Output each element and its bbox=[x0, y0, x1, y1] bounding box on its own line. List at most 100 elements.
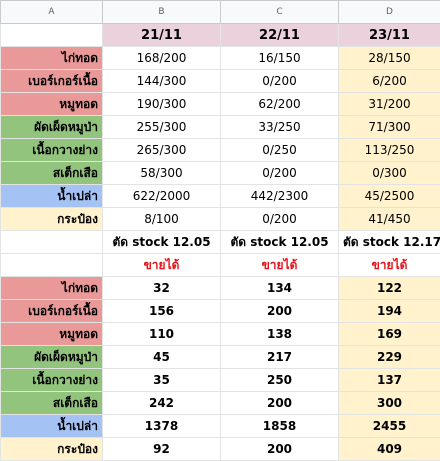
item-label-cell[interactable]: น้ำเปล่า bbox=[1, 415, 103, 438]
value-cell[interactable]: 137 bbox=[339, 369, 440, 392]
value-cell[interactable]: 200 bbox=[221, 392, 339, 415]
column-header-a[interactable]: A bbox=[1, 1, 103, 24]
item-label-cell[interactable]: ไก่ทอด bbox=[1, 47, 103, 70]
date-cell[interactable]: 23/11 bbox=[339, 24, 440, 47]
item-label-cell[interactable]: ไก่ทอด bbox=[1, 277, 103, 300]
item-label-cell[interactable]: ผัดเผ็ดหมูป่า bbox=[1, 116, 103, 139]
item-label-cell[interactable]: หมูทอด bbox=[1, 323, 103, 346]
value-cell[interactable]: 300 bbox=[339, 392, 440, 415]
value-cell[interactable]: 35 bbox=[103, 369, 221, 392]
value-cell[interactable]: 0/200 bbox=[221, 70, 339, 93]
value-cell[interactable]: 200 bbox=[221, 300, 339, 323]
item-label-cell[interactable]: หมูทอด bbox=[1, 93, 103, 116]
value-cell[interactable]: 6/200 bbox=[339, 70, 440, 93]
item-label-cell[interactable]: สเต็กเสือ bbox=[1, 162, 103, 185]
value-cell[interactable]: 442/2300 bbox=[221, 185, 339, 208]
value-cell[interactable]: 92 bbox=[103, 438, 221, 461]
value-cell[interactable]: 265/300 bbox=[103, 139, 221, 162]
value-cell[interactable]: 31/200 bbox=[339, 93, 440, 116]
cell[interactable] bbox=[1, 254, 103, 277]
item-label-cell[interactable]: เนื้อกวางย่าง bbox=[1, 139, 103, 162]
value-cell[interactable]: 32 bbox=[103, 277, 221, 300]
value-cell[interactable]: 134 bbox=[221, 277, 339, 300]
item-label-cell[interactable]: กระป๋อง bbox=[1, 438, 103, 461]
value-cell[interactable]: 71/300 bbox=[339, 116, 440, 139]
sold-header-row: ขายได้ ขายได้ ขายได้ bbox=[1, 254, 440, 277]
value-cell[interactable]: 194 bbox=[339, 300, 440, 323]
value-cell[interactable]: 168/200 bbox=[103, 47, 221, 70]
value-cell[interactable]: 122 bbox=[339, 277, 440, 300]
item-label-cell[interactable]: เนื้อกวางย่าง bbox=[1, 369, 103, 392]
item-label-cell[interactable]: ผัดเผ็ดหมูป่า bbox=[1, 346, 103, 369]
cell[interactable] bbox=[1, 231, 103, 254]
column-header-c[interactable]: C bbox=[221, 1, 339, 24]
value-cell[interactable]: 1378 bbox=[103, 415, 221, 438]
sold-header-cell[interactable]: ขายได้ bbox=[103, 254, 221, 277]
value-cell[interactable]: 110 bbox=[103, 323, 221, 346]
value-cell[interactable]: 8/100 bbox=[103, 208, 221, 231]
value-cell[interactable]: 190/300 bbox=[103, 93, 221, 116]
value-cell[interactable]: 28/150 bbox=[339, 47, 440, 70]
value-cell[interactable]: 409 bbox=[339, 438, 440, 461]
value-cell[interactable]: 0/200 bbox=[221, 162, 339, 185]
sold-header-cell[interactable]: ขายได้ bbox=[221, 254, 339, 277]
value-cell[interactable]: 622/2000 bbox=[103, 185, 221, 208]
value-cell[interactable]: 0/300 bbox=[339, 162, 440, 185]
item-label-cell[interactable]: กระป๋อง bbox=[1, 208, 103, 231]
value-cell[interactable]: 250 bbox=[221, 369, 339, 392]
stock-cut-cell[interactable]: ตัด stock 12.05 bbox=[103, 231, 221, 254]
value-cell[interactable]: 41/450 bbox=[339, 208, 440, 231]
value-cell[interactable]: 45 bbox=[103, 346, 221, 369]
column-header-d[interactable]: D bbox=[339, 1, 440, 24]
value-cell[interactable]: 156 bbox=[103, 300, 221, 323]
value-cell[interactable]: 2455 bbox=[339, 415, 440, 438]
item-label-cell[interactable]: เบอร์เกอร์เนื้อ bbox=[1, 300, 103, 323]
value-cell[interactable]: 217 bbox=[221, 346, 339, 369]
value-cell[interactable]: 242 bbox=[103, 392, 221, 415]
cell[interactable] bbox=[1, 24, 103, 47]
value-cell[interactable]: 255/300 bbox=[103, 116, 221, 139]
value-cell[interactable]: 144/300 bbox=[103, 70, 221, 93]
value-cell[interactable]: 16/150 bbox=[221, 47, 339, 70]
value-cell[interactable]: 200 bbox=[221, 438, 339, 461]
sold-header-cell[interactable]: ขายได้ bbox=[339, 254, 440, 277]
value-cell[interactable]: 169 bbox=[339, 323, 440, 346]
column-header-row: A B C D bbox=[1, 1, 440, 24]
stock-cut-cell[interactable]: ตัด stock 12.05 bbox=[221, 231, 339, 254]
value-cell[interactable]: 33/250 bbox=[221, 116, 339, 139]
value-cell[interactable]: 45/2500 bbox=[339, 185, 440, 208]
value-cell[interactable]: 1858 bbox=[221, 415, 339, 438]
item-label-cell[interactable]: เบอร์เกอร์เนื้อ bbox=[1, 70, 103, 93]
column-header-b[interactable]: B bbox=[103, 1, 221, 24]
date-cell[interactable]: 22/11 bbox=[221, 24, 339, 47]
value-cell[interactable]: 0/250 bbox=[221, 139, 339, 162]
value-cell[interactable]: 113/250 bbox=[339, 139, 440, 162]
value-cell[interactable]: 0/200 bbox=[221, 208, 339, 231]
value-cell[interactable]: 62/200 bbox=[221, 93, 339, 116]
value-cell[interactable]: 138 bbox=[221, 323, 339, 346]
value-cell[interactable]: 229 bbox=[339, 346, 440, 369]
stock-cut-cell[interactable]: ตัด stock 12.17 bbox=[339, 231, 440, 254]
item-label-cell[interactable]: สเต็กเสือ bbox=[1, 392, 103, 415]
date-cell[interactable]: 21/11 bbox=[103, 24, 221, 47]
value-cell[interactable]: 58/300 bbox=[103, 162, 221, 185]
item-label-cell[interactable]: น้ำเปล่า bbox=[1, 185, 103, 208]
